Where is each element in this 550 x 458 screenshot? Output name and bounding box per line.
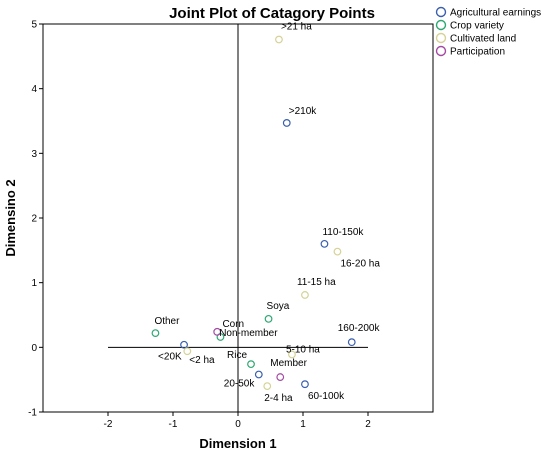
data-point (151, 329, 160, 338)
data-point (254, 370, 263, 379)
series-group: >21 ha 16-20 ha 11-15 ha 5-10 ha <2 ha 2-4 ha (183, 22, 380, 404)
data-point (213, 327, 222, 336)
y-tick-label: -1 (28, 408, 37, 419)
ticks-layer: -2 -1 0 1 2 -1 0 1 2 3 4 5 (28, 20, 371, 431)
point-label: 2-4 ha (264, 393, 293, 404)
data-point (264, 314, 273, 323)
legend-label: Cultivated land (450, 34, 516, 45)
y-tick-label: 4 (31, 84, 37, 95)
legend-marker (435, 6, 447, 18)
y-axis-title: Dimensino 2 (3, 179, 18, 256)
data-point (180, 340, 188, 349)
legend-label: Participation (450, 47, 505, 58)
x-tick-label: 2 (365, 419, 371, 430)
legend-marker (435, 45, 447, 57)
point-label: 20-50k (224, 378, 256, 389)
point-label: Non-member (219, 328, 278, 339)
y-tick-label: 0 (31, 343, 37, 354)
legend-marker (435, 19, 447, 31)
legend: Agricultural earnings Crop variety Cultiva… (435, 6, 541, 58)
legend-marker (435, 32, 447, 44)
axes-layer (108, 24, 368, 412)
y-tick-label: 3 (31, 149, 37, 160)
data-point (183, 347, 192, 356)
data-point (282, 119, 291, 127)
point-label: <20K (158, 352, 182, 363)
y-tick-label: 5 (31, 20, 37, 31)
x-tick-label: -1 (169, 419, 178, 430)
x-tick-label: 0 (235, 419, 241, 430)
x-tick-label: -2 (104, 419, 113, 430)
series-group: Other Corn Soya Rice (151, 301, 290, 369)
point-label: 60-100k (308, 391, 345, 402)
data-point (301, 291, 309, 299)
point-label: 16-20 ha (340, 259, 380, 270)
data-point (301, 380, 309, 389)
series-group: >210k 110-150k 160-200k <20K 20-50k 60-100k (158, 106, 380, 402)
point-label: >21 ha (281, 22, 312, 33)
data-point (320, 239, 329, 248)
data-point (247, 360, 255, 369)
data-point (276, 373, 285, 381)
data-point (275, 35, 283, 44)
x-axis-title: Dimension 1 (199, 436, 276, 451)
point-label: Corn (222, 319, 244, 330)
data-point (288, 350, 296, 359)
chart-title: Joint Plot of Catagory Points (169, 5, 375, 22)
point-label: Rice (227, 350, 247, 361)
x-tick-label: 1 (300, 419, 306, 430)
point-label: 160-200k (338, 323, 381, 334)
data-point (263, 382, 272, 391)
point-label: <2 ha (189, 355, 215, 366)
point-label: Other (154, 316, 180, 327)
point-label: >210k (289, 106, 318, 117)
y-tick-label: 1 (31, 278, 37, 289)
legend-label: Crop variety (450, 21, 504, 32)
point-label: Member (270, 358, 307, 369)
point-label: Soya (267, 301, 290, 312)
legend-label: Agricultural earnings (450, 8, 541, 19)
point-label: 5-10 ha (286, 344, 320, 355)
point-label: 11-15 ha (297, 277, 336, 288)
y-tick-label: 2 (31, 214, 37, 225)
series-group: Non-member Member (213, 327, 308, 381)
points-layer: >210k 110-150k 160-200k <20K 20-50k 60-100k Ot… (151, 22, 380, 404)
point-label: 110-150k (322, 227, 364, 238)
data-point (347, 338, 356, 347)
data-point (333, 247, 342, 256)
